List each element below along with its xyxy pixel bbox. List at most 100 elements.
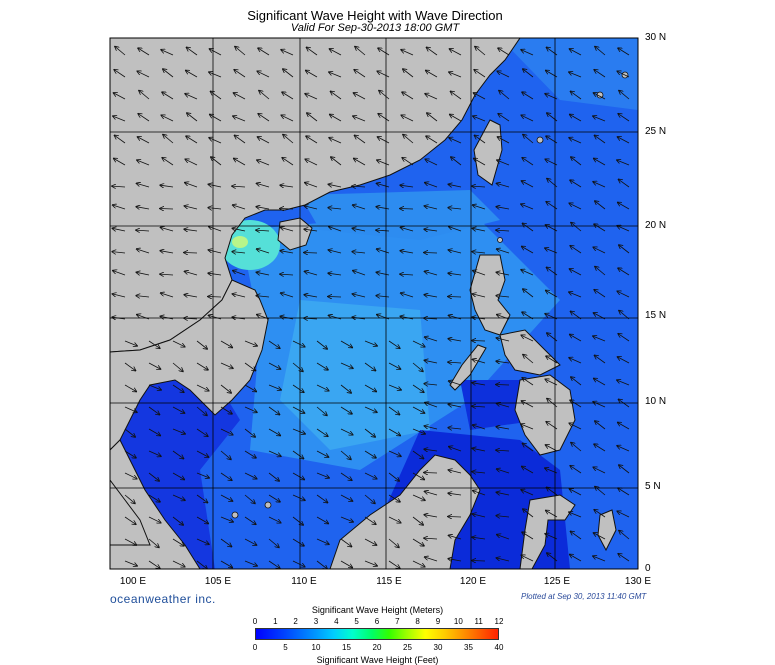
wave-direction-arrow bbox=[220, 384, 231, 393]
wave-direction-arrow bbox=[448, 517, 462, 518]
wave-direction-arrow bbox=[124, 450, 136, 458]
wave-direction-arrow bbox=[412, 384, 424, 392]
wave-direction-arrow bbox=[244, 406, 257, 412]
wave-direction-arrow bbox=[234, 159, 246, 166]
wave-direction-arrow bbox=[497, 469, 510, 474]
colorbar-title-feet: Significant Wave Height (Feet) bbox=[316, 655, 439, 665]
colorbar-meter-tick: 8 bbox=[415, 617, 420, 626]
wave-direction-arrow bbox=[112, 252, 126, 253]
wave-direction-arrow bbox=[354, 93, 366, 100]
wave-direction-arrow bbox=[424, 384, 438, 385]
wave-direction-arrow bbox=[364, 472, 377, 479]
wave-direction-arrow bbox=[220, 516, 233, 522]
wave-direction-arrow bbox=[138, 114, 150, 122]
wave-direction-arrow bbox=[449, 381, 462, 386]
wave-direction-arrow bbox=[496, 492, 510, 495]
wave-direction-arrow bbox=[220, 450, 231, 459]
wave-direction-arrow bbox=[331, 157, 342, 166]
wave-direction-arrow bbox=[497, 160, 510, 166]
wave-direction-arrow bbox=[618, 137, 630, 144]
wave-direction-arrow bbox=[148, 494, 160, 502]
wave-direction-arrow bbox=[330, 49, 342, 56]
wave-direction-arrow bbox=[292, 340, 305, 347]
wave-direction-arrow bbox=[497, 71, 510, 78]
wave-direction-arrow bbox=[364, 516, 376, 524]
wave-direction-arrow bbox=[328, 208, 342, 209]
wave-direction-arrow bbox=[523, 289, 534, 298]
wave-direction-arrow bbox=[364, 362, 376, 371]
wave-direction-arrow bbox=[268, 340, 280, 348]
wave-direction-arrow bbox=[196, 340, 207, 349]
wave-direction-arrow bbox=[353, 205, 366, 210]
wave-direction-arrow bbox=[448, 493, 462, 495]
wave-direction-arrow bbox=[137, 249, 150, 254]
wave-direction-arrow bbox=[304, 253, 318, 254]
colorbar-meter-tick: 1 bbox=[273, 617, 278, 626]
wave-direction-arrow bbox=[172, 340, 185, 347]
wave-direction-arrow bbox=[388, 560, 400, 568]
wave-direction-arrow bbox=[523, 69, 534, 78]
wave-direction-arrow bbox=[619, 245, 630, 254]
wave-direction-arrow bbox=[449, 138, 462, 144]
wave-direction-arrow bbox=[450, 49, 462, 56]
wave-direction-arrow bbox=[268, 406, 280, 415]
wave-direction-arrow bbox=[114, 159, 126, 166]
wave-direction-arrow bbox=[388, 406, 400, 415]
lat-label-25n: 25 N bbox=[645, 126, 667, 137]
wave-direction-arrow bbox=[472, 537, 486, 539]
wave-direction-arrow bbox=[316, 516, 328, 524]
wave-direction-arrow bbox=[139, 91, 150, 100]
wave-direction-arrow bbox=[211, 91, 222, 100]
wave-direction-arrow bbox=[331, 91, 342, 100]
wave-direction-arrow bbox=[472, 448, 486, 451]
wave-direction-arrow bbox=[138, 137, 150, 144]
wave-direction-arrow bbox=[388, 384, 401, 390]
wave-direction-arrow bbox=[340, 538, 352, 547]
wave-direction-arrow bbox=[424, 229, 438, 231]
wave-direction-arrow bbox=[496, 427, 510, 429]
wave-direction-arrow bbox=[137, 183, 150, 188]
wave-direction-arrow bbox=[448, 470, 462, 474]
wave-direction-arrow bbox=[472, 294, 486, 298]
wave-direction-arrow bbox=[305, 183, 318, 188]
wave-direction-arrow bbox=[449, 72, 462, 78]
wave-direction-arrow bbox=[268, 362, 281, 369]
wave-direction-arrow bbox=[570, 246, 582, 254]
wave-direction-arrow bbox=[196, 516, 208, 524]
wave-direction-arrow bbox=[593, 116, 606, 122]
colorbar-feet-tick: 0 bbox=[252, 643, 258, 652]
ryukyu-island bbox=[536, 136, 544, 144]
map-area bbox=[110, 38, 638, 569]
wave-direction-arrow bbox=[220, 428, 233, 435]
wave-direction-arrow bbox=[340, 494, 353, 501]
colorbar-meter-tick: 10 bbox=[453, 617, 463, 626]
wave-direction-arrow bbox=[340, 472, 352, 480]
wave-direction-arrow bbox=[208, 273, 222, 275]
wave-direction-arrow bbox=[499, 91, 510, 100]
wave-direction-arrow bbox=[113, 271, 126, 276]
wave-direction-arrow bbox=[268, 516, 281, 523]
batanes-island bbox=[497, 237, 503, 243]
wave-direction-arrow bbox=[124, 538, 137, 545]
wave-direction-arrow bbox=[305, 94, 318, 100]
wave-direction-arrow bbox=[522, 378, 534, 386]
wave-direction-arrow bbox=[148, 538, 159, 547]
wave-direction-arrow bbox=[401, 293, 414, 298]
wave-direction-arrow bbox=[618, 554, 630, 562]
wave-direction-arrow bbox=[496, 558, 510, 562]
wave-direction-arrow bbox=[352, 294, 366, 298]
wave-direction-arrow bbox=[292, 494, 305, 500]
wave-direction-arrow bbox=[451, 157, 462, 166]
wave-direction-arrow bbox=[474, 70, 486, 78]
colorbar-meter-tick: 7 bbox=[395, 617, 400, 626]
wave-direction-arrow bbox=[352, 186, 366, 187]
wave-direction-arrows bbox=[112, 47, 630, 569]
wave-direction-arrow bbox=[208, 184, 222, 187]
wave-direction-arrow bbox=[412, 560, 425, 567]
wave-direction-arrow bbox=[388, 472, 399, 481]
tonkin-high-region bbox=[220, 220, 280, 270]
wave-direction-arrow bbox=[196, 384, 209, 391]
colorbar-feet-tick: 10 bbox=[311, 643, 321, 652]
wave-direction-arrow bbox=[593, 336, 606, 342]
wave-direction-arrow bbox=[208, 250, 222, 254]
